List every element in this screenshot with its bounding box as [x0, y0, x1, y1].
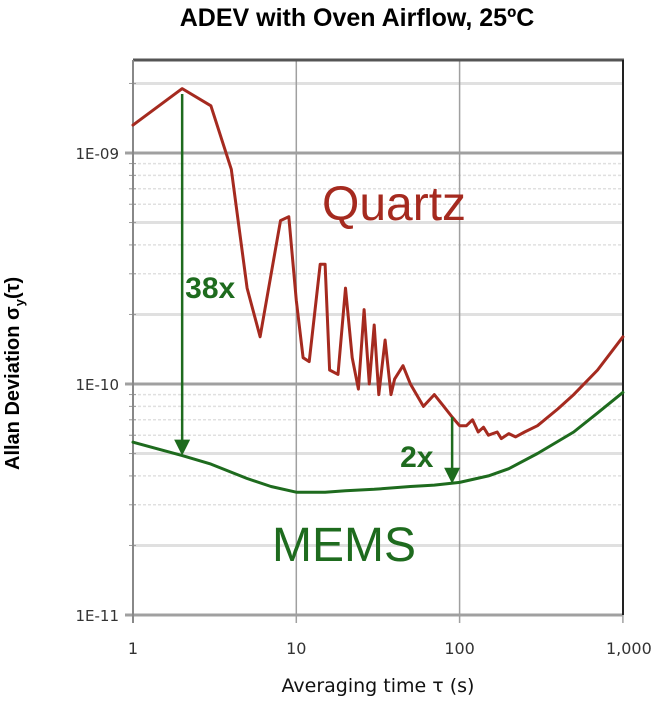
- annotations: Quartz MEMS 38x 2x: [174, 94, 466, 572]
- ratio-label: 38x: [185, 272, 235, 305]
- x-tick-label: 1: [128, 639, 138, 658]
- y-tick-label: 1E-09: [75, 145, 119, 163]
- x-tick-label: 1,000: [606, 639, 652, 658]
- quartz-label: Quartz: [322, 178, 466, 231]
- quartz-curve: [131, 87, 625, 441]
- arrow-head: [174, 439, 191, 456]
- x-axis-label: Averaging time τ (s): [281, 675, 475, 697]
- chart-title: ADEV with Oven Airflow, 25ºC: [179, 4, 535, 32]
- tick-labels: 1E-09 1E-10 1E-11 1 10 100 1,000: [75, 145, 651, 658]
- x-tick-label: 10: [286, 639, 306, 658]
- arrow-head: [444, 467, 461, 484]
- y-tick-label: 1E-11: [75, 607, 119, 625]
- ratio-label: 2x: [400, 441, 434, 474]
- mems-label: MEMS: [272, 519, 416, 572]
- x-tick-label: 100: [444, 639, 475, 658]
- y-tick-label: 1E-10: [75, 376, 119, 394]
- mems-curve: [131, 390, 625, 494]
- data-series: [131, 87, 625, 494]
